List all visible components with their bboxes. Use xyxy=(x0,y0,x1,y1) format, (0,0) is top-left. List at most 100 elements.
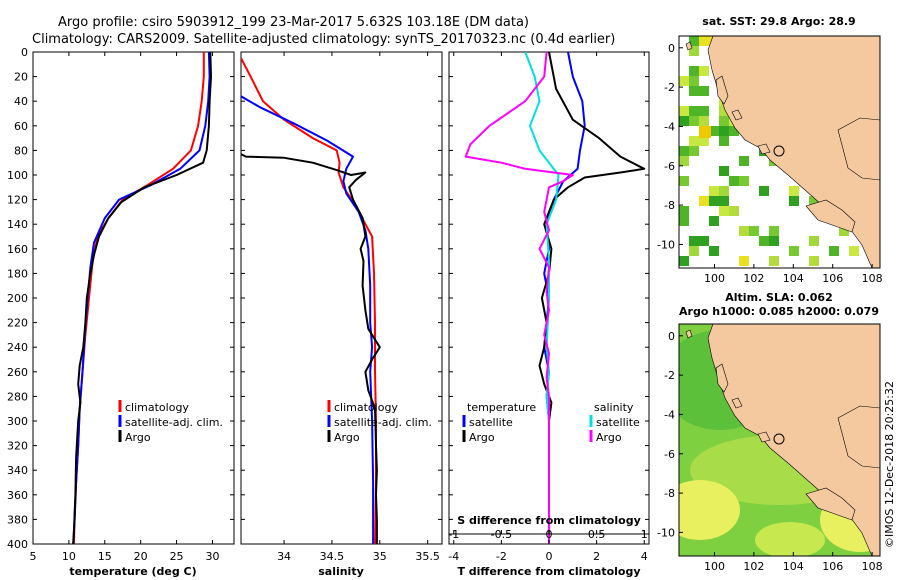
depth-tick-label: 200 xyxy=(7,292,28,305)
x-tick-label: 35 xyxy=(373,550,387,563)
sst-cell xyxy=(719,136,729,146)
series-line-temperature-satellite xyxy=(543,52,586,544)
depth-tick-label: 140 xyxy=(7,218,28,231)
java-landmass xyxy=(805,487,856,521)
x-tick-label: 15 xyxy=(98,550,112,563)
bangka-landmass xyxy=(837,405,880,469)
x-tick-label: 30 xyxy=(205,550,219,563)
java-landmass xyxy=(805,199,856,233)
sst-cell xyxy=(689,236,699,246)
depth-tick-label: 100 xyxy=(7,169,28,182)
series-line-climatology xyxy=(72,52,205,544)
map-y-tick-label: 0 xyxy=(668,42,675,55)
map-y-tick-label: -10 xyxy=(657,238,675,251)
sst-cell xyxy=(709,196,719,206)
x-tick-label: 10 xyxy=(62,550,76,563)
sst-cell xyxy=(829,246,839,256)
x-tick-label: 4 xyxy=(641,550,648,563)
map-x-tick-label: 100 xyxy=(704,272,725,285)
header-line-1: Argo profile: csiro 5903912_199 23-Mar-2… xyxy=(58,15,529,30)
sst-cell xyxy=(679,156,689,166)
difference-xlabel: T difference from climatology xyxy=(457,565,640,578)
salinity-legend: climatology satellite-adj. clim. Argo xyxy=(327,400,432,444)
map-x-tick-label: 104 xyxy=(783,272,804,285)
sst-cell xyxy=(719,116,729,126)
depth-tick-label: 400 xyxy=(7,538,28,551)
map-x-tick-label: 108 xyxy=(862,272,883,285)
x-tick-label: -4 xyxy=(448,550,459,563)
sst-cell xyxy=(769,226,779,236)
sst-map-axes: 100 102 104 106 108 0 -2 -4 -6 -8 -10 xyxy=(657,42,883,285)
sla-map-subtitle: Argo h1000: 0.085 h2000: 0.079 xyxy=(679,305,879,318)
sst-cell xyxy=(769,236,779,246)
sst-cell xyxy=(789,186,799,196)
sst-cell xyxy=(689,106,699,116)
map-y-tick-label: 0 xyxy=(668,330,675,343)
map-x-tick-label: 106 xyxy=(822,560,843,573)
map-x-tick-label: 104 xyxy=(783,560,804,573)
argo-position-marker xyxy=(773,433,785,445)
sst-cell xyxy=(719,206,729,216)
map-y-tick-label: -8 xyxy=(664,487,675,500)
imos-credit: ©IMOS 12-Dec-2018 20:25:32 xyxy=(883,381,896,548)
sst-cell xyxy=(679,216,689,226)
sst-cell xyxy=(759,186,769,196)
depth-tick-label: 320 xyxy=(7,440,28,453)
series-line-satellite-adj-clim- xyxy=(72,52,211,544)
sst-cell xyxy=(689,136,699,146)
legend-label-satellite: satellite-adj. clim. xyxy=(334,416,432,429)
temperature-lines xyxy=(72,52,212,544)
sst-cell xyxy=(679,106,689,116)
panel-axes: 510152025303434.53535.5-4-2024-1-0.500.5… xyxy=(30,52,649,563)
sst-cell xyxy=(679,116,689,126)
sst-cell xyxy=(699,136,709,146)
series-line-satellite-adj-clim- xyxy=(241,95,375,544)
sst-cell xyxy=(679,146,689,156)
legend-label-argo: Argo xyxy=(125,431,151,444)
sst-cell xyxy=(719,186,729,196)
depth-tick-label: 40 xyxy=(14,95,28,108)
map-y-tick-label: -2 xyxy=(664,81,675,94)
sla-map-title: Altim. SLA: 0.062 xyxy=(725,291,832,304)
sla-map-axes: 100 102 104 106 108 0 -2 -4 -6 -8 -10 xyxy=(657,330,883,573)
series-line-temperature-argo xyxy=(538,52,646,544)
sst-cell xyxy=(739,256,749,266)
sst-cell xyxy=(679,206,689,216)
map-x-tick-label: 108 xyxy=(862,560,883,573)
legend-title-temperature: temperature xyxy=(467,401,536,414)
depth-tick-label: 60 xyxy=(14,120,28,133)
map-y-tick-label: -8 xyxy=(664,199,675,212)
sst-cell xyxy=(679,256,689,266)
depth-tick-label: 380 xyxy=(7,513,28,526)
depth-axis: 0 20 40 60 80 100 120 140 160 180 200 220 240 260 280 3… xyxy=(7,46,649,551)
legend-label-satellite: satellite-adj. clim. xyxy=(125,416,223,429)
depth-tick-label: 340 xyxy=(7,464,28,477)
x-tick-label: 35.5 xyxy=(415,550,440,563)
sst-cell xyxy=(839,226,849,236)
sst-map-frame xyxy=(678,35,881,269)
sst-cell xyxy=(689,146,699,156)
map-x-tick-label: 100 xyxy=(704,560,725,573)
map-y-tick-label: -6 xyxy=(664,448,675,461)
x-tick-label: -2 xyxy=(496,550,507,563)
sst-cell xyxy=(689,46,699,56)
sst-cell xyxy=(809,196,819,206)
salinity-xlabel: salinity xyxy=(318,565,364,578)
legend-label-climatology: climatology xyxy=(125,401,189,414)
map-y-tick-label: -6 xyxy=(664,160,675,173)
depth-tick-label: 0 xyxy=(21,46,28,59)
difference-legend: temperature satellite Argo salinity sate… xyxy=(462,401,640,444)
sst-cell xyxy=(809,236,819,246)
sla-map-frame xyxy=(678,323,881,557)
sst-cell xyxy=(699,66,709,76)
map-x-tick-label: 102 xyxy=(743,272,764,285)
series-line-salinity-argo xyxy=(464,52,574,544)
sst-cell xyxy=(699,36,709,46)
legend-label-s-satellite: satellite xyxy=(596,416,640,429)
argo-position-marker xyxy=(773,145,785,157)
sst-cell xyxy=(709,186,719,196)
sla-blob xyxy=(679,480,740,540)
temperature-panel xyxy=(32,51,235,545)
difference-xlabel-top: S difference from climatology xyxy=(457,514,641,527)
